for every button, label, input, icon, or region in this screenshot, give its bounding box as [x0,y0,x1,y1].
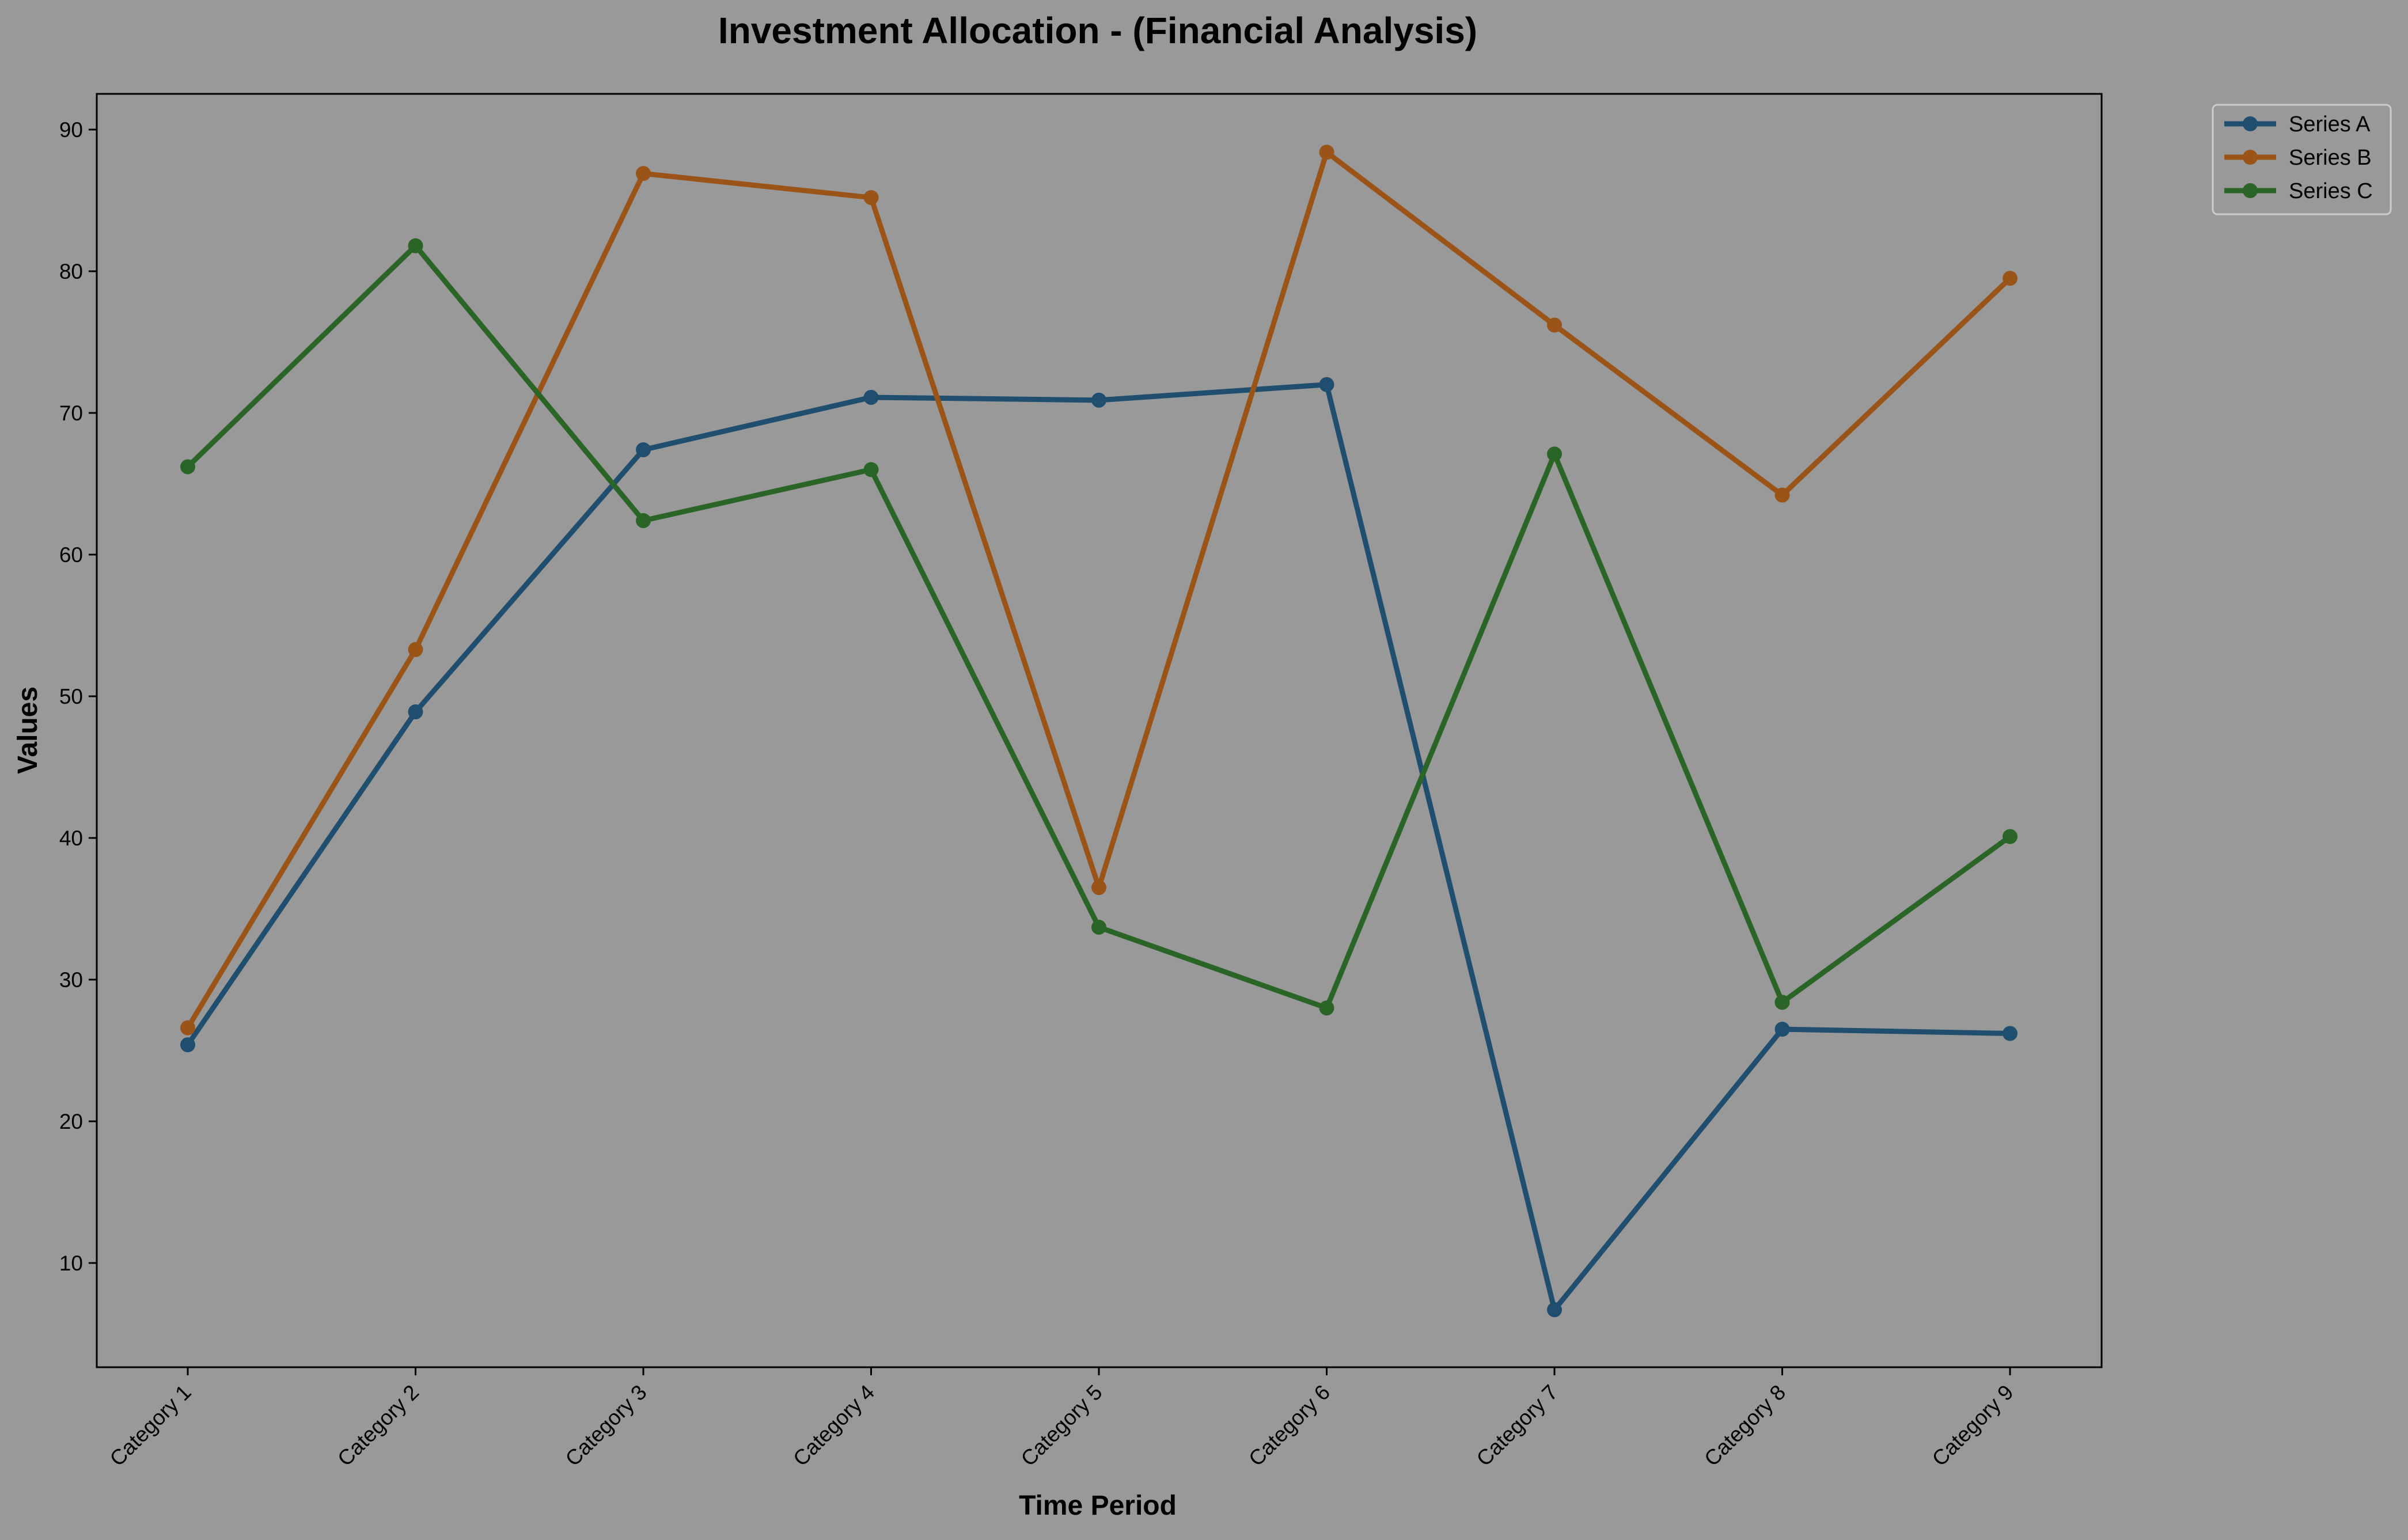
data-point [1091,392,1106,408]
data-point [1091,919,1106,935]
legend-marker [2243,150,2258,165]
series-2 [180,145,2018,1035]
data-point [1091,880,1106,896]
data-point [636,166,651,181]
data-point [2003,1026,2018,1041]
data-point [636,513,651,528]
series-layer [180,145,2018,1318]
data-point [1547,446,1562,462]
series-1 [180,377,2018,1318]
y-tick-label: 50 [59,685,83,708]
data-point [1547,1302,1562,1318]
data-point [863,190,879,206]
legend-label: Series C [2289,179,2373,203]
y-axis: 10 20 30 40 50 60 70 80 90 [59,118,97,1275]
y-axis-label: Values [13,686,43,774]
data-point [863,389,879,405]
legend-item: Series B [2224,146,2372,170]
series-3 [180,238,2018,1016]
y-tick-label: 70 [59,401,83,425]
data-point [180,1037,195,1053]
legend-item: Series A [2224,112,2371,136]
legend-marker [2243,183,2258,198]
y-tick-label: 40 [59,826,83,850]
data-point [2003,829,2018,844]
data-point [2003,271,2018,286]
x-axis-label: Time Period [1019,1490,1177,1521]
data-point [1547,317,1562,333]
y-tick-label: 20 [59,1110,83,1133]
data-point [863,462,879,477]
data-point [1319,377,1334,392]
legend-item: Series C [2224,179,2373,203]
y-tick-label: 10 [59,1251,83,1275]
data-point [1774,487,1790,503]
data-point [408,642,423,657]
data-point [636,442,651,457]
data-point [408,704,423,720]
chart-title: Investment Allocation - (Financial Analy… [718,10,1477,51]
y-tick-label: 80 [59,260,83,283]
legend-box [2212,104,2392,215]
data-point [180,459,195,475]
data-point [1319,1000,1334,1016]
y-tick-label: 60 [59,543,83,567]
data-point [1774,1022,1790,1037]
y-tick-label: 90 [59,118,83,142]
data-point [1774,995,1790,1010]
data-point [180,1020,195,1035]
y-tick-label: 30 [59,968,83,992]
data-point [1319,145,1334,160]
data-point [408,238,423,253]
legend-label: Series B [2289,146,2372,170]
legend: Series A Series B Series C [2212,104,2392,215]
legend-marker [2243,116,2258,131]
legend-label: Series A [2289,112,2371,136]
